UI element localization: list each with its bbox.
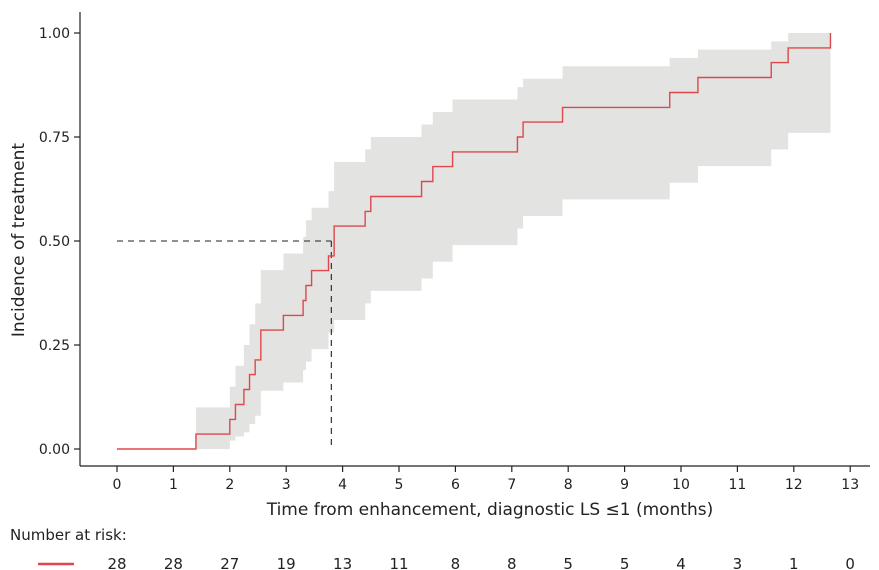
risk-count: 27 [220, 555, 239, 570]
risk-count: 3 [733, 555, 743, 570]
x-tick-label: 5 [395, 477, 404, 493]
median-guide-layer [117, 240, 332, 449]
risk-count: 0 [845, 555, 855, 570]
y-tick-label: 1.00 [39, 26, 70, 42]
risk-count: 5 [620, 555, 630, 570]
confidence-band [117, 33, 831, 449]
risk-table-title: Number at risk: [10, 526, 127, 544]
x-tick-label: 6 [451, 477, 460, 493]
y-tick-label: 0.25 [39, 338, 70, 354]
x-tick-label: 7 [507, 477, 516, 493]
x-tick-label: 13 [841, 477, 859, 493]
x-tick-label: 0 [113, 477, 122, 493]
x-tick-label: 3 [282, 477, 291, 493]
risk-count: 8 [507, 555, 517, 570]
confidence-band-layer [117, 33, 831, 449]
risk-count: 13 [333, 555, 352, 570]
y-ticks-layer: 0.00 0.25 0.50 0.75 1.00 [39, 26, 80, 458]
y-tick-label: 0.75 [39, 130, 70, 146]
risk-count: 8 [451, 555, 461, 570]
x-tick-label: 12 [785, 477, 803, 493]
risk-count: 11 [389, 555, 408, 570]
risk-count: 5 [563, 555, 573, 570]
incidence-line-layer [117, 33, 832, 450]
x-tick-label: 1 [169, 477, 178, 493]
risk-count: 28 [107, 555, 126, 570]
x-axis-title: Time from enhancement, diagnostic LS ≤1 … [266, 500, 714, 520]
y-axis-title: Incidence of treatment [9, 143, 29, 337]
x-ticks-layer: 0 1 2 3 4 5 6 7 8 9 10 11 12 13 [113, 466, 859, 493]
risk-count: 28 [164, 555, 183, 570]
x-tick-label: 11 [728, 477, 746, 493]
y-tick-label: 0.50 [39, 234, 70, 250]
risk-count: 19 [277, 555, 296, 570]
x-tick-label: 9 [620, 477, 629, 493]
x-tick-label: 4 [338, 477, 347, 493]
risk-count: 4 [676, 555, 686, 570]
incidence-step-line [117, 33, 832, 450]
risk-count: 1 [789, 555, 799, 570]
x-tick-label: 10 [672, 477, 690, 493]
axes-layer [79, 12, 870, 467]
x-tick-label: 8 [564, 477, 573, 493]
risk-table-counts: 28 28 27 19 13 11 8 8 5 5 4 3 1 0 [107, 555, 855, 570]
x-tick-label: 2 [225, 477, 234, 493]
y-tick-label: 0.00 [39, 442, 70, 458]
